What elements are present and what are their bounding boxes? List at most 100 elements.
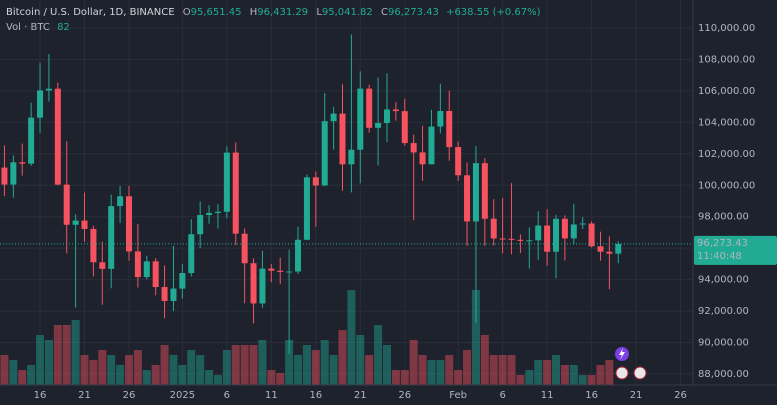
candle-body [464, 175, 471, 222]
legend-value: 95,041.82 [321, 7, 373, 18]
x-tick-label: 16 [309, 390, 322, 401]
volume-bar [409, 340, 418, 385]
volume-bar [0, 355, 9, 385]
x-tick-label: 6 [224, 390, 230, 401]
candle-body [481, 163, 488, 219]
volume-bar [124, 355, 133, 385]
lightning-icon [619, 348, 625, 360]
candle-body [597, 246, 604, 252]
candle-body [250, 263, 257, 304]
candle-body [615, 243, 622, 254]
candle-body [72, 220, 79, 225]
volume-bar [27, 365, 36, 385]
candle-body [339, 113, 346, 165]
candle-body [392, 109, 399, 112]
volume-bar [338, 330, 347, 385]
candle-body [134, 251, 141, 278]
volume-bar [489, 355, 498, 385]
candle-body [99, 262, 106, 269]
volume-bar [213, 375, 222, 385]
legend-key: H [249, 7, 258, 18]
x-tick-label: 2025 [170, 390, 195, 401]
candle-body [81, 220, 88, 229]
x-tick-label: 26 [398, 390, 411, 401]
y-tick-label: 104,000.00 [698, 117, 755, 128]
volume-bar [231, 345, 240, 385]
candle-body [286, 271, 293, 273]
volume-bar [196, 355, 205, 385]
candle-body [410, 143, 417, 153]
candle-body [553, 218, 560, 252]
volume-bar [89, 360, 98, 385]
candle-body [143, 261, 150, 278]
y-tick-label: 88,000.00 [698, 369, 749, 380]
volume-bar [98, 350, 107, 385]
volume-bar [365, 355, 374, 385]
candle-body [214, 211, 221, 214]
candle-body [241, 233, 248, 264]
volume-bar [374, 325, 383, 385]
candle-body [152, 261, 159, 288]
x-tick-label: 26 [123, 390, 136, 401]
volume-bar [311, 350, 320, 385]
volume-bar [320, 340, 329, 385]
volume-bar [471, 290, 480, 385]
candle-body [561, 218, 568, 239]
volume-bar [543, 360, 552, 385]
legend-value: 96,431.29 [257, 7, 309, 18]
volume-bar [151, 365, 160, 385]
candle-body [606, 251, 613, 254]
volume-bar [267, 370, 276, 385]
volume-bar [454, 370, 463, 385]
candle-body [117, 196, 124, 207]
legend-row: Bitcoin / U.S. Dollar, 1D, BINANCE O95,6… [6, 5, 541, 20]
candle-body [161, 287, 168, 301]
flag-icon[interactable] [633, 366, 647, 380]
candle-body [197, 215, 204, 235]
volume-bar [552, 355, 561, 385]
candle-body [232, 152, 239, 234]
candle-body [437, 111, 444, 127]
volume-bar [596, 365, 605, 385]
candle-body [526, 240, 533, 242]
volume-bar [347, 290, 356, 385]
candle-body [19, 162, 26, 164]
volume-legend: Vol · BTC 82 [6, 20, 541, 35]
volume-bar [569, 365, 578, 385]
volume-bar [560, 365, 569, 385]
candle-body [499, 238, 506, 240]
candle-body [170, 288, 177, 301]
volume-bar [587, 375, 596, 385]
volume-bar [44, 340, 53, 385]
candle-body [45, 88, 52, 91]
candle-body [428, 126, 435, 165]
legend-value: 95,651.45 [190, 7, 242, 18]
volume-bar [9, 360, 18, 385]
symbol-title: Bitcoin / U.S. Dollar, 1D, BINANCE [6, 7, 175, 18]
volume-pane [0, 290, 623, 385]
y-tick-label: 98,000.00 [698, 212, 749, 223]
y-tick-label: 102,000.00 [698, 149, 755, 160]
candle-body [125, 196, 132, 252]
volume-bar [178, 365, 187, 385]
x-tick-label: 21 [630, 390, 643, 401]
volume-bar [80, 355, 89, 385]
candle-body [579, 223, 586, 225]
last-price-box [694, 235, 777, 265]
axes: 88,000.0090,000.0092,000.0094,000.0096,0… [34, 23, 777, 401]
x-tick-label: 11 [265, 390, 278, 401]
flag-icon[interactable] [615, 366, 629, 380]
candle-body [63, 184, 70, 225]
volume-bar [36, 335, 45, 385]
candle-body [277, 270, 284, 272]
y-tick-label: 110,000.00 [698, 23, 755, 34]
volume-bar [285, 340, 294, 385]
volume-bar [107, 355, 116, 385]
volume-bar [578, 375, 587, 385]
candle-body [357, 88, 364, 150]
candle-body [588, 223, 595, 247]
candle-body [348, 149, 355, 165]
volume-bar [169, 355, 178, 385]
